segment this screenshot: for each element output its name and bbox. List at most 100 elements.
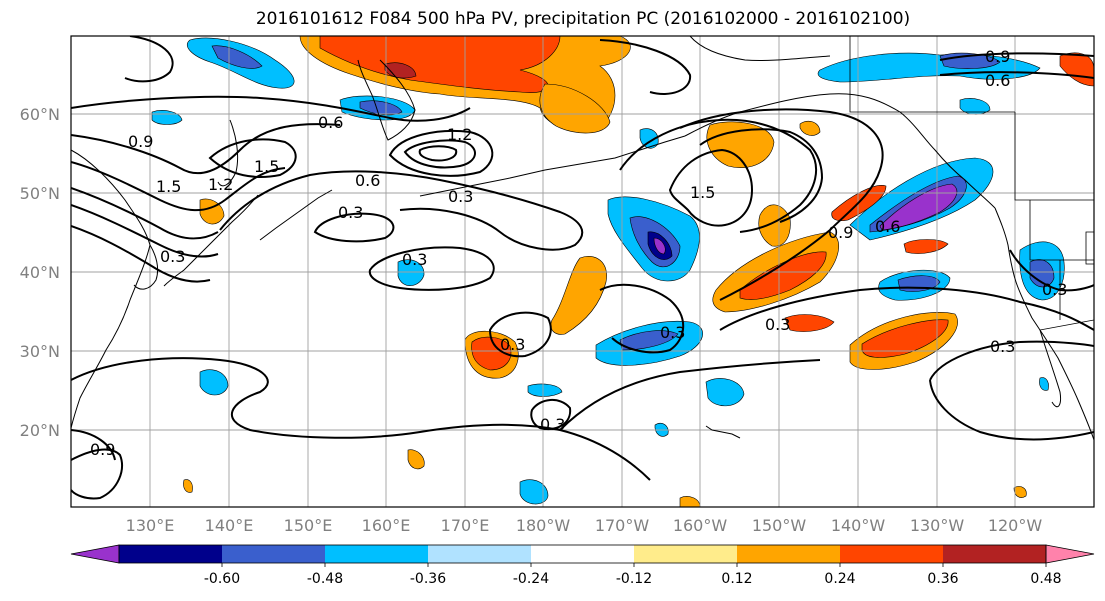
colorbar-frame: [118, 544, 1047, 564]
colorbar: -0.60 -0.48 -0.36 -0.24 -0.12 0.12 0.24 0.36 0.4…: [70, 544, 1095, 587]
colorbar-tick-label: -0.60: [204, 571, 240, 587]
lat-label: 40°N: [20, 263, 60, 282]
pv-contour: [679, 108, 884, 301]
latitude-labels: 60°N 50°N 40°N 30°N 20°N: [20, 105, 60, 440]
precip-blob: [784, 314, 835, 332]
border-box: [1085, 231, 1094, 265]
pv-contour: [418, 145, 458, 162]
pv-contour: [668, 148, 754, 227]
political-borders: [849, 36, 1094, 331]
border-alaska-canada: [849, 36, 1015, 113]
colorbar-extend-low: [70, 544, 120, 564]
contour-label: 0.9: [90, 440, 115, 459]
lon-label: 120°W: [988, 516, 1043, 535]
contour-label: 0.3: [160, 247, 185, 266]
coastline-alaska-north: [689, 36, 831, 62]
lon-label: 130°E: [126, 516, 175, 535]
coastline-japan: [163, 194, 259, 287]
pv-contour: [124, 36, 174, 83]
lon-label: 150°E: [284, 516, 333, 535]
contour-label: 0.9: [128, 132, 153, 151]
pv-contour: [929, 379, 1094, 441]
colorbar-segment: [428, 545, 532, 563]
precip-blob: [407, 449, 425, 470]
contour-label: 0.3: [1042, 280, 1067, 299]
contour-label: 1.2: [208, 175, 233, 194]
pv-contour: [71, 95, 471, 122]
contour-label: 0.3: [540, 415, 565, 434]
contour-label: 0.3: [765, 315, 790, 334]
colorbar-segment: [119, 545, 223, 563]
contour-label: 1.5: [156, 177, 181, 196]
colorbar-tick-label: -0.24: [513, 571, 549, 587]
precip-blob: [879, 183, 958, 231]
contour-label: 0.3: [402, 250, 427, 269]
lon-label: 130°W: [910, 516, 965, 535]
colorbar-tick-label: 0.24: [824, 571, 855, 587]
precip-blob: [359, 100, 403, 116]
precip-blob: [519, 479, 549, 505]
colorbar-extend-high: [1045, 544, 1095, 564]
contour-label: 0.3: [990, 337, 1015, 356]
coastline-korea: [133, 244, 159, 290]
pv-contour: [599, 283, 685, 354]
pv-contour: [71, 429, 116, 461]
precip-negative-shading: [151, 37, 1065, 505]
pv-contour: [388, 129, 494, 177]
contour-label: 0.6: [318, 113, 343, 132]
pv-contour: [71, 357, 651, 481]
colorbar-tick-label: 0.36: [927, 571, 958, 587]
colorbar-segment: [222, 545, 326, 563]
contour-label: 0.3: [338, 203, 363, 222]
precip-blob: [679, 496, 701, 507]
pv-contour: [71, 161, 286, 212]
coastline-hawaii: [705, 425, 741, 439]
lon-label: 170°W: [595, 516, 650, 535]
colorbar-segment: [943, 545, 1047, 563]
pv-contour: [219, 170, 584, 251]
pv-contour: [403, 139, 476, 169]
map-content: 0.9 0.6 1.2 1.5 0.6 0.3 0.3 0.3 1.5 1.2 …: [71, 36, 1094, 507]
precip-blob: [799, 120, 821, 136]
colorbar-tick-label: -0.48: [307, 571, 343, 587]
precip-blob: [758, 204, 791, 247]
pv-contour: [313, 212, 395, 243]
lat-label: 20°N: [20, 421, 60, 440]
precip-blob: [705, 378, 745, 407]
coastline-baja: [1039, 329, 1061, 408]
lon-label: 170°E: [441, 516, 490, 535]
precip-blob: [319, 36, 561, 93]
colorbar-tick-label: 0.48: [1030, 571, 1061, 587]
lon-label: 140°E: [205, 516, 254, 535]
pv-contour: [939, 52, 1094, 61]
contour-label: 1.2: [447, 125, 472, 144]
map-title: 2016101612 F084 500 hPa PV, precipitatio…: [256, 9, 910, 29]
pv-contour: [71, 204, 219, 258]
map-frame: [70, 35, 1095, 508]
precip-blob: [539, 83, 611, 134]
coastline-kuriles: [259, 189, 333, 241]
contour-label: 0.9: [985, 47, 1010, 66]
lon-label: 160°W: [673, 516, 728, 535]
precip-blob: [739, 251, 827, 300]
colorbar-segment: [840, 545, 944, 563]
colorbar-segment: [531, 545, 635, 563]
pv-contour: [1009, 249, 1094, 292]
pv-contour: [488, 311, 552, 358]
precip-blob: [653, 237, 666, 255]
border-us-states: [1029, 200, 1094, 261]
contour-label: 0.3: [660, 323, 685, 342]
contour-label: 1.5: [254, 157, 279, 176]
contour-label: 0.3: [448, 187, 473, 206]
pv-contour: [719, 286, 1094, 331]
pv-contour: [619, 118, 818, 233]
pv-contour: [929, 340, 1094, 381]
colorbar-segment: [634, 545, 738, 563]
precip-blob: [397, 259, 425, 286]
lat-label: 30°N: [20, 342, 60, 361]
pv-contour: [71, 123, 341, 175]
contour-label: 0.6: [355, 171, 380, 190]
lat-label: 60°N: [20, 105, 60, 124]
colorbar-segment: [325, 545, 429, 563]
pv-contour: [71, 225, 211, 283]
